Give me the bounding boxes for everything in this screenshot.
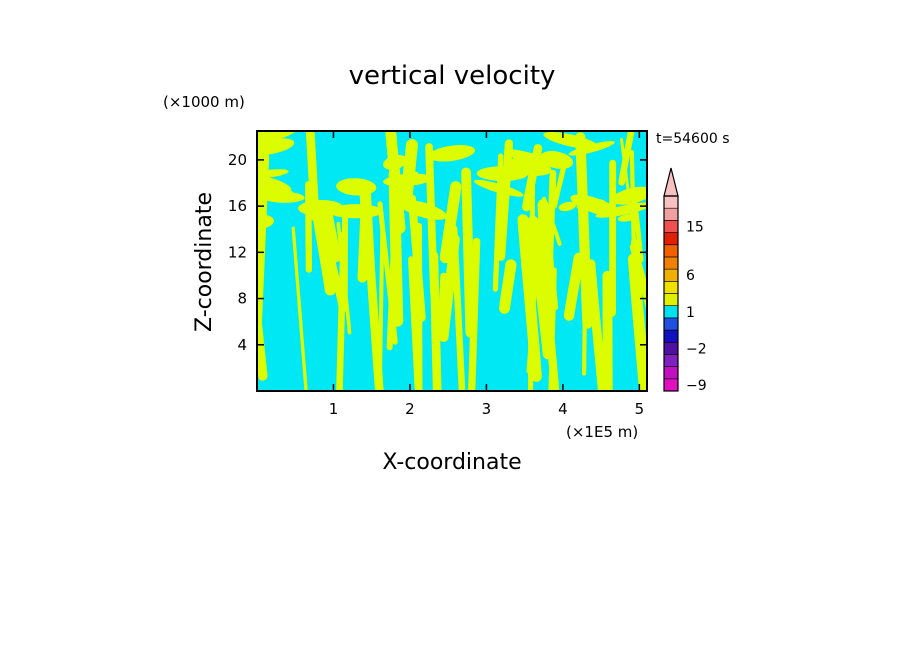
- colorbar-swatch: [663, 195, 679, 209]
- field-streak: [336, 222, 352, 335]
- colorbar-swatch: [663, 293, 679, 306]
- colorbar-swatch: [663, 366, 679, 380]
- x-tick-label: 4: [558, 400, 568, 418]
- time-label: t=54600 s: [656, 131, 730, 147]
- field-streak: [312, 207, 336, 296]
- colorbar-swatch: [663, 244, 679, 258]
- y-axis: 4 8 12 16 20: [228, 151, 647, 354]
- colorbar-frame: [663, 195, 679, 392]
- field-patch: [398, 199, 448, 220]
- y-axis-label: Z-coordinate: [192, 192, 217, 332]
- field-streak: [438, 234, 460, 343]
- x-tick-label: 1: [329, 400, 339, 418]
- field-streak: [581, 211, 589, 376]
- field-streak: [602, 270, 613, 391]
- velocity-field: [257, 131, 647, 391]
- field-streak: [439, 181, 462, 264]
- y-tick-label: 20: [228, 151, 247, 169]
- colorbar-swatch: [663, 341, 679, 355]
- colorbar-swatch: [663, 281, 679, 294]
- field-patch: [473, 179, 524, 197]
- colorbar-swatch: [663, 207, 679, 221]
- y-tick-label: 12: [228, 243, 247, 261]
- field-patch: [581, 198, 608, 212]
- field-streak: [540, 265, 560, 391]
- field-streak: [257, 280, 268, 381]
- field-streak: [425, 143, 438, 297]
- field-patch: [260, 191, 305, 203]
- x-axis: 1 2 3 4 5: [329, 131, 644, 418]
- field-patch: [298, 200, 344, 216]
- colorbar-swatch: [663, 268, 679, 282]
- colorbar-labels: 15 6 1 −2 −9: [686, 219, 707, 393]
- field-patch: [611, 186, 647, 205]
- field-streak: [400, 138, 418, 204]
- colorbar: [663, 167, 679, 392]
- field-streak: [586, 259, 608, 391]
- colorbar-label: 15: [686, 219, 704, 235]
- field-streak: [291, 226, 308, 391]
- field-streak: [467, 237, 481, 391]
- colorbar-swatch: [663, 317, 679, 331]
- colorbar-swatch: [663, 329, 679, 343]
- y-unit-label: (×1000 m): [163, 93, 245, 111]
- field-streak: [498, 259, 517, 314]
- field-streak: [618, 131, 635, 186]
- y-tick-label: 4: [237, 336, 247, 354]
- field-streak: [526, 233, 542, 374]
- field-streak: [437, 272, 448, 332]
- chart-title: vertical velocity: [349, 61, 556, 91]
- field-streak: [517, 214, 542, 382]
- field-patch: [383, 155, 408, 170]
- x-tick-label: 5: [635, 400, 645, 418]
- x-tick-label: 2: [405, 400, 415, 418]
- field-streak: [522, 144, 543, 212]
- colorbar-label: 6: [686, 268, 695, 284]
- field-patch: [428, 145, 476, 162]
- y-tick-label: 8: [237, 290, 247, 308]
- field-patch: [257, 174, 292, 193]
- x-unit-label: (×1E5 m): [566, 423, 638, 441]
- field-streak: [645, 244, 647, 391]
- plot-area: [256, 130, 648, 392]
- field-streak: [377, 225, 385, 391]
- colorbar-extend-arrow: [663, 167, 679, 197]
- field-patch: [257, 214, 275, 229]
- field-streak: [563, 252, 584, 321]
- field-streak: [461, 167, 476, 338]
- field-patch: [336, 178, 377, 196]
- colorbar-swatch: [663, 305, 679, 319]
- colorbar-swatch: [663, 354, 679, 367]
- colorbar-label: −9: [686, 378, 707, 394]
- colorbar-swatch: [663, 232, 679, 246]
- x-axis-label: X-coordinate: [382, 450, 521, 475]
- field-streak: [305, 181, 313, 273]
- field-patch: [617, 214, 637, 222]
- field-patch: [503, 149, 550, 165]
- colorbar-swatch: [663, 378, 679, 392]
- x-tick-label: 3: [482, 400, 492, 418]
- field-patch: [558, 201, 577, 212]
- colorbar-label: −2: [686, 341, 707, 357]
- colorbar-swatch: [663, 256, 679, 270]
- field-patch: [539, 150, 574, 169]
- field-patch: [568, 141, 615, 156]
- colorbar-label: 1: [686, 305, 695, 321]
- field-patch: [543, 131, 599, 150]
- plot-frame: [256, 130, 648, 392]
- colorbar-swatch: [663, 220, 679, 233]
- y-tick-label: 16: [228, 197, 247, 215]
- field-streak: [377, 201, 398, 345]
- field-patch: [383, 173, 433, 187]
- field-streak: [645, 315, 647, 361]
